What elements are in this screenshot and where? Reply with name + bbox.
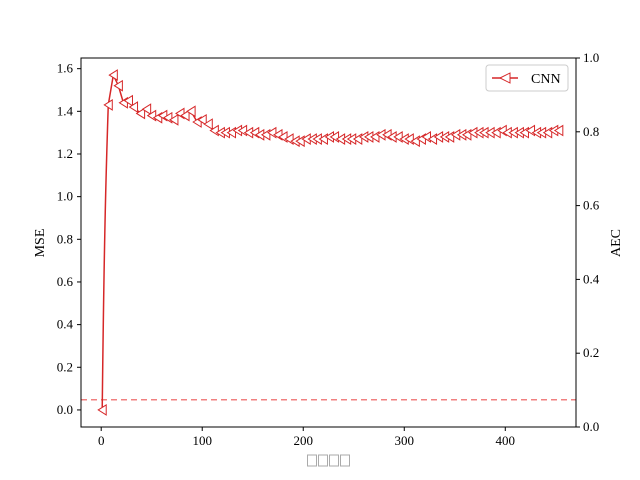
plot-frame <box>80 57 577 428</box>
y-tick-label: 0.8 <box>57 231 73 246</box>
y2-tick-label: 0.0 <box>583 419 599 434</box>
y-axis-title: MSE <box>33 229 48 258</box>
y-axis-left: 0.0 0.2 0.4 0.6 0.8 1.0 1.2 1.4 1.6 <box>57 61 81 417</box>
data-point-marker <box>123 94 133 107</box>
legend-box <box>485 64 569 92</box>
data-point-marker <box>186 105 196 118</box>
y-tick-label: 0.4 <box>57 317 74 332</box>
data-point-marker <box>128 101 139 113</box>
y2-tick-label: 0.8 <box>583 124 599 139</box>
data-point-marker <box>103 99 113 111</box>
data-point-marker <box>197 113 207 126</box>
data-point-marker <box>180 109 190 122</box>
data-point-marker <box>113 79 123 92</box>
data-point-marker <box>108 69 118 81</box>
x-axis-title-glyph <box>329 454 339 467</box>
data-point-marker <box>168 113 179 126</box>
y-tick-label: 0.2 <box>57 359 73 374</box>
axes-layer <box>80 57 577 428</box>
x-tick-label: 400 <box>496 433 516 448</box>
y-axis-right: 0.0 0.2 0.4 0.6 0.8 1.0 <box>576 50 600 434</box>
y-tick-label: 0.6 <box>57 274 74 289</box>
legend-label-cnn: CNN <box>531 72 561 87</box>
series-line-cnn <box>101 74 559 410</box>
y2-tick-label: 1.0 <box>583 50 599 65</box>
data-point-marker <box>141 103 152 116</box>
x-axis-title <box>307 454 350 467</box>
data-point-marker <box>553 124 564 137</box>
series-layer <box>97 69 564 416</box>
x-axis: 0 100 200 300 400 <box>98 427 515 448</box>
y2-tick-label: 0.4 <box>583 271 600 286</box>
x-tick-label: 200 <box>293 433 313 448</box>
data-point-marker <box>135 107 146 120</box>
y2-tick-label: 0.6 <box>583 198 600 213</box>
x-axis-title-glyph <box>340 454 350 467</box>
data-point-marker <box>203 118 213 131</box>
x-tick-label: 0 <box>98 433 105 448</box>
y-tick-label: 1.4 <box>57 103 74 118</box>
y-tick-label: 0.0 <box>57 402 73 417</box>
legend: CNN <box>485 64 569 92</box>
x-axis-title-glyph <box>318 454 328 467</box>
y2-tick-label: 0.2 <box>583 345 599 360</box>
x-axis-title-glyph <box>307 454 317 467</box>
legend-marker-sample <box>498 72 511 84</box>
data-point-marker <box>97 404 107 416</box>
x-tick-label: 100 <box>192 433 212 448</box>
y-tick-label: 1.2 <box>57 146 73 161</box>
x-tick-label: 300 <box>395 433 415 448</box>
y2-axis-title: AEC <box>609 229 624 257</box>
y-tick-label: 1.0 <box>57 189 73 204</box>
y-tick-label: 1.6 <box>57 61 74 76</box>
